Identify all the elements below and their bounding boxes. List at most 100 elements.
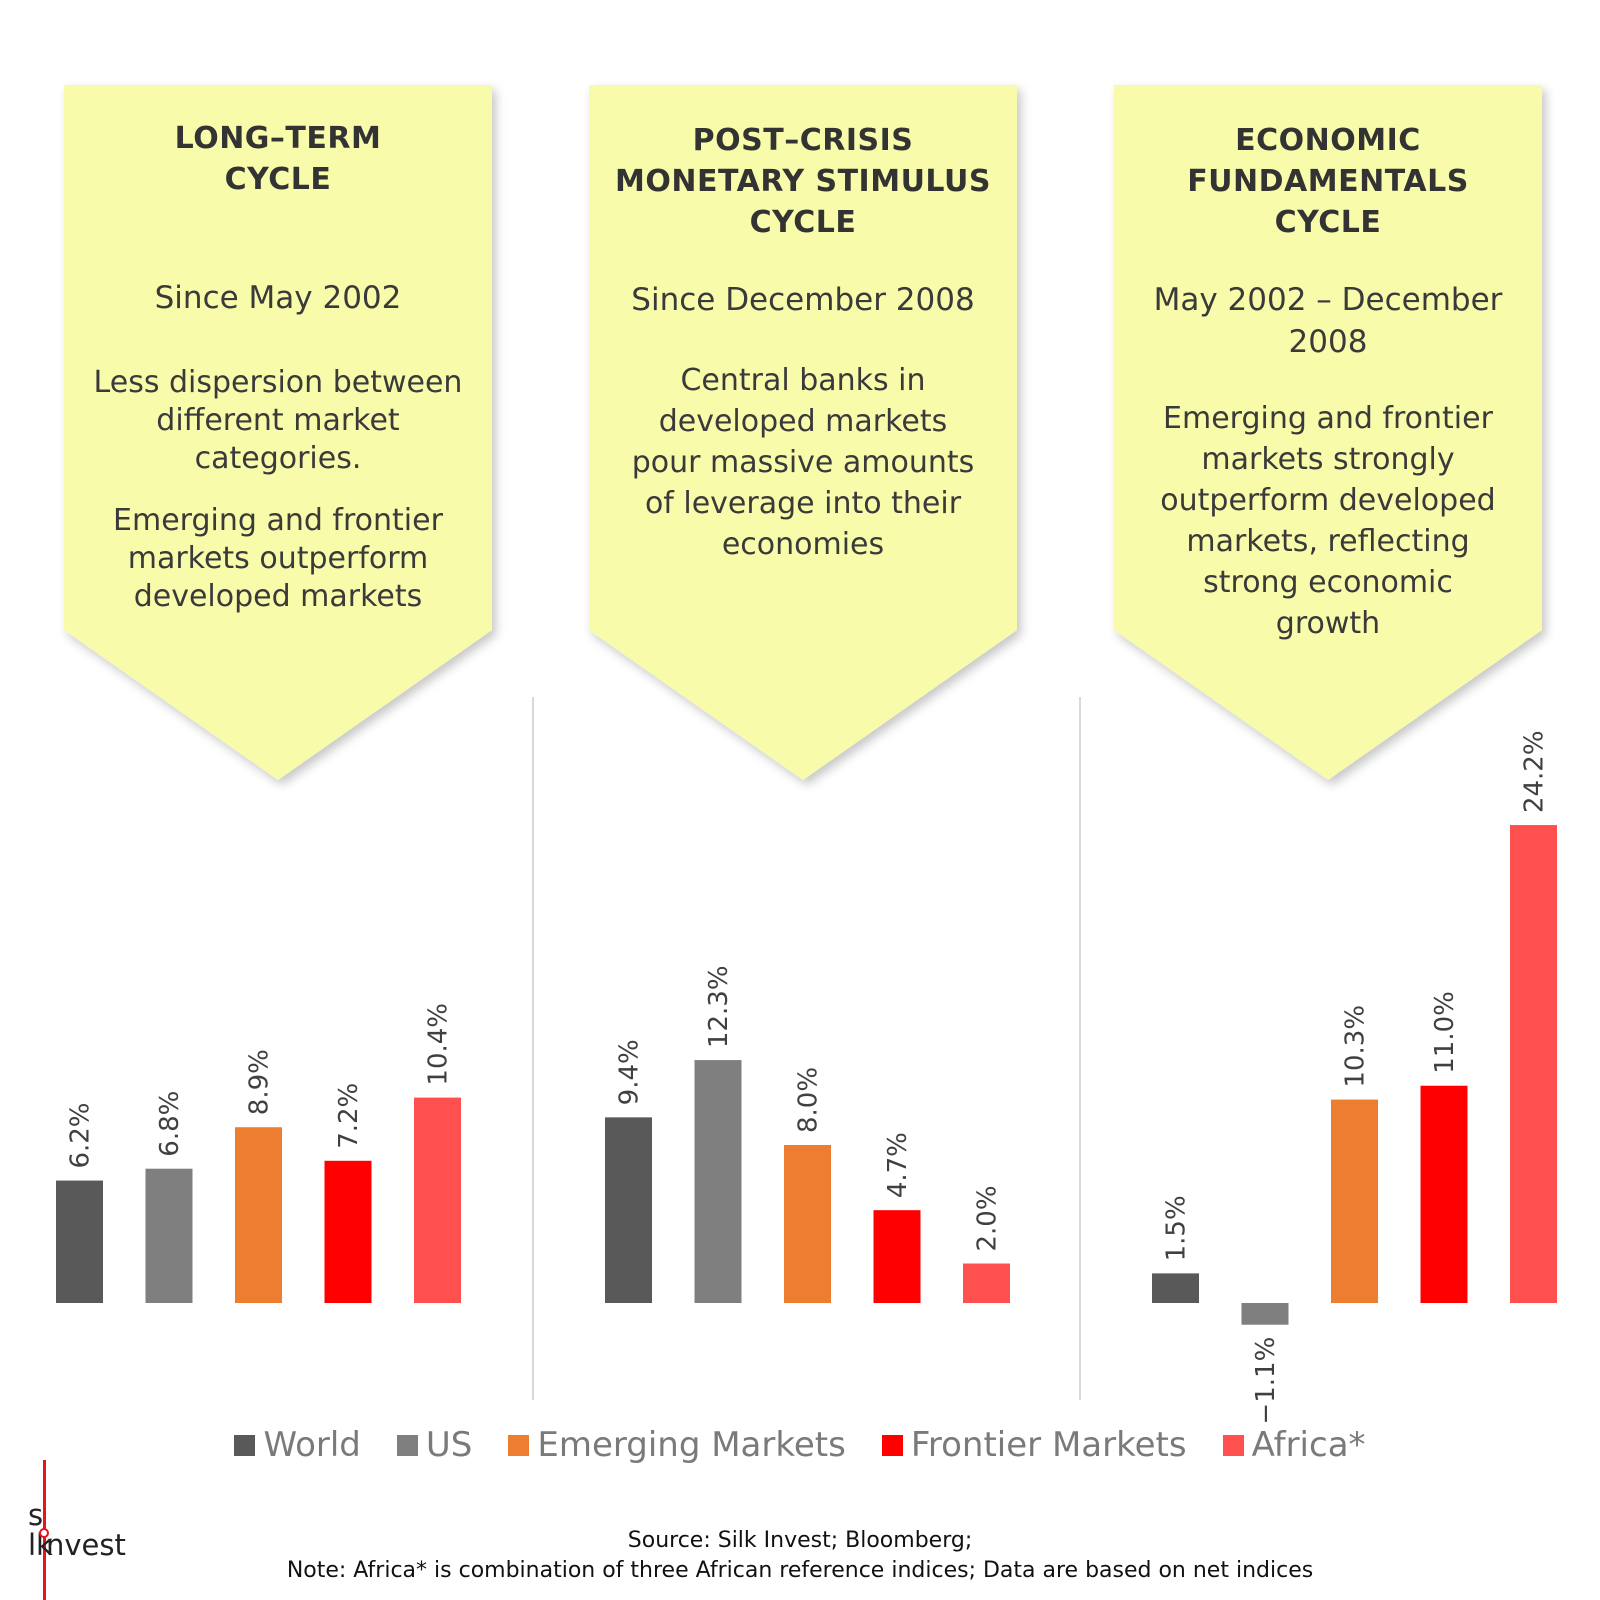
legend-item: Frontier Markets [881, 1425, 1187, 1465]
panel-description-line: categories. [194, 441, 362, 476]
panel-description-paragraph: Emerging and frontier markets outperform d… [82, 502, 474, 616]
bar [784, 1145, 831, 1303]
data-label: 10.3% [1341, 1005, 1371, 1088]
data-label: 4.7% [883, 1132, 913, 1198]
panel-description-line: developed markets [658, 404, 948, 439]
panel-period-line: Since December 2008 [631, 282, 975, 318]
panel-description-paragraph: Central banks in developed markets pour ma… [607, 360, 999, 565]
legend-item: World [234, 1425, 361, 1465]
panel-period-line: May 2002 – December [1153, 282, 1503, 318]
bar [235, 1127, 282, 1303]
panel-description-line: of leverage into their [644, 486, 962, 521]
panel-description-line: different market [156, 403, 400, 438]
panel-description-line: markets outperform [127, 541, 429, 576]
legend-swatch [881, 1434, 903, 1456]
data-label: 11.0% [1430, 991, 1460, 1074]
pentagon-shape [589, 85, 1017, 780]
bar [1241, 1303, 1289, 1325]
bar [1331, 1099, 1378, 1303]
legend-label: US [425, 1425, 473, 1465]
data-label: 2.0% [973, 1185, 1003, 1251]
data-label: 10.4% [424, 1003, 454, 1086]
legend-item: US [396, 1425, 473, 1465]
panel-description-line: strong economic [1203, 565, 1453, 600]
panel-title-line: MONETARY STIMULUS [615, 164, 991, 199]
panel-period: Since December 2008 [607, 279, 999, 321]
bar [1510, 825, 1557, 1303]
bar [873, 1210, 921, 1303]
chart-legend: World US Emerging Markets Frontier Markets A… [0, 1425, 1600, 1465]
panel-description-line: pour massive amounts [631, 445, 975, 480]
data-label: 8.9% [245, 1049, 275, 1115]
bar [963, 1263, 1010, 1303]
panel-description-line: developed markets [133, 579, 423, 614]
panel-title-line: CYCLE [1274, 205, 1382, 240]
source-note: Source: Silk Invest; Bloomberg; [627, 1528, 973, 1553]
legend-label: Emerging Markets [537, 1425, 846, 1465]
panel-title-line: CYCLE [749, 205, 857, 240]
panel-period: Since May 2002 [82, 277, 474, 319]
data-label: 1.5% [1162, 1195, 1192, 1261]
panel-title: LONG–TERM CYCLE [82, 118, 474, 200]
panel-period: May 2002 – December 2008 [1132, 279, 1524, 363]
logo-line-1: s lk [28, 1498, 53, 1562]
panel-economic-fundamentals: ECONOMIC FUNDAMENTALS CYCLE May 2002 – Dece… [1114, 85, 1542, 780]
panel-description: Central banks in developed markets pour ma… [607, 360, 999, 589]
footnote: Note: Africa* is combination of three Af… [286, 1558, 1314, 1583]
panel-title-line: ECONOMIC [1235, 123, 1421, 158]
bar [694, 1060, 742, 1303]
panel-description-line: Emerging and frontier [1163, 401, 1493, 436]
panel-post-crisis: POST–CRISIS MONETARY STIMULUS CYCLE Since D… [589, 85, 1017, 780]
bar [1420, 1085, 1468, 1303]
panel-description-line: outperform developed [1160, 483, 1496, 518]
legend-swatch [396, 1434, 418, 1456]
data-label: 6.8% [155, 1091, 185, 1157]
panel-description-paragraph: Less dispersion between different market c… [82, 364, 474, 478]
data-label: 24.2% [1520, 730, 1550, 813]
panel-description-line: Less dispersion between [93, 365, 463, 400]
panel-title-line: CYCLE [224, 162, 332, 197]
panel-title: POST–CRISIS MONETARY STIMULUS CYCLE [607, 120, 999, 243]
logo-line-2: nvest [46, 1528, 126, 1562]
data-label: 9.4% [615, 1039, 645, 1105]
panel-long-term: LONG–TERM CYCLE Since May 2002 Less dispers… [64, 85, 492, 780]
panel-description-line: Central banks in [680, 363, 926, 398]
bar [324, 1160, 372, 1303]
panel-title: ECONOMIC FUNDAMENTALS CYCLE [1132, 120, 1524, 243]
data-label: 7.2% [334, 1083, 364, 1149]
bar [145, 1168, 193, 1303]
data-label: 6.2% [66, 1102, 96, 1168]
pentagon-shape [64, 85, 492, 780]
legend-label: World [263, 1425, 361, 1465]
legend-item: Africa* [1222, 1425, 1366, 1465]
panel-description-line: markets strongly [1201, 442, 1455, 477]
legend-swatch [1222, 1434, 1244, 1456]
panel-description-paragraph: Emerging and frontier markets strongly out… [1132, 398, 1524, 644]
legend-label: Frontier Markets [910, 1425, 1187, 1465]
panel-description-line: markets, reflecting [1186, 524, 1470, 559]
panel-period-line: 2008 [1288, 324, 1368, 360]
panel-description-line: Emerging and frontier [113, 503, 443, 538]
bar [414, 1097, 461, 1303]
data-label: 8.0% [794, 1067, 824, 1133]
panel-title-line: POST–CRISIS [692, 123, 914, 158]
bar [56, 1180, 103, 1303]
panel-description: Emerging and frontier markets strongly out… [1132, 398, 1524, 668]
data-label: −1.1% [1251, 1337, 1281, 1425]
panel-description-line: economies [721, 527, 885, 562]
panel-title-line: LONG–TERM [174, 121, 382, 156]
data-label: 12.3% [704, 965, 734, 1048]
logo-dot [39, 1528, 49, 1538]
legend-swatch [508, 1434, 530, 1456]
bar [1152, 1273, 1199, 1303]
panel-title-line: FUNDAMENTALS [1187, 164, 1469, 199]
legend-label: Africa* [1251, 1425, 1366, 1465]
panel-description: Less dispersion between different market c… [82, 364, 474, 640]
bar [605, 1117, 652, 1303]
legend-swatch [234, 1434, 256, 1456]
legend-item: Emerging Markets [508, 1425, 846, 1465]
panel-period-line: Since May 2002 [154, 280, 402, 316]
pentagon-shape [1114, 85, 1542, 780]
panel-description-line: growth [1275, 606, 1381, 641]
